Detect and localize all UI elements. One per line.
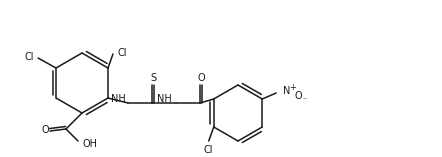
Text: NH: NH bbox=[156, 94, 171, 104]
Text: Cl: Cl bbox=[204, 145, 213, 155]
Text: O: O bbox=[197, 73, 205, 83]
Text: Cl: Cl bbox=[117, 48, 127, 58]
Text: ⁻: ⁻ bbox=[302, 95, 306, 105]
Text: N: N bbox=[282, 86, 290, 96]
Text: NH: NH bbox=[110, 94, 126, 104]
Text: Cl: Cl bbox=[24, 52, 34, 62]
Text: OH: OH bbox=[83, 139, 98, 149]
Text: O: O bbox=[41, 125, 49, 135]
Text: O: O bbox=[294, 91, 302, 101]
Text: S: S bbox=[150, 73, 156, 83]
Text: +: + bbox=[289, 82, 296, 92]
